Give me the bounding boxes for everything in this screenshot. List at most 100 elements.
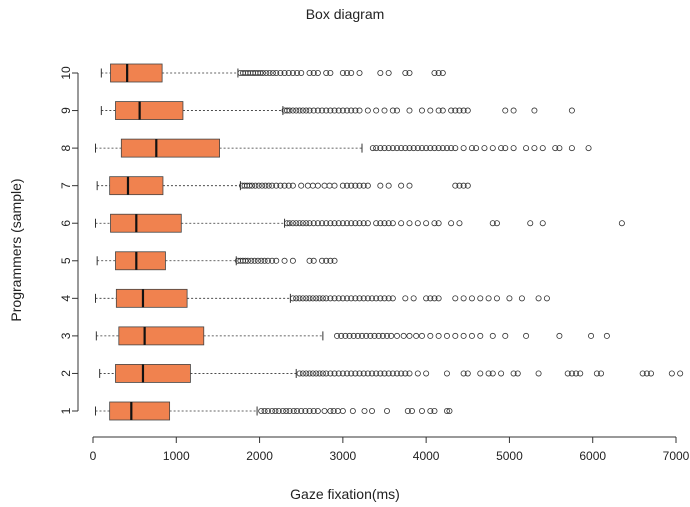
outlier-point — [418, 107, 425, 114]
outlier-point — [435, 145, 442, 152]
outlier-point — [303, 295, 310, 302]
outlier-point — [284, 220, 291, 227]
outlier-point — [464, 182, 471, 189]
outlier-point — [286, 407, 293, 414]
outlier-point — [393, 332, 400, 339]
outlier-point — [389, 145, 396, 152]
outlier-point — [284, 107, 291, 114]
outlier-point — [539, 220, 546, 227]
outlier-point — [319, 107, 326, 114]
outlier-point — [556, 332, 563, 339]
outlier-point — [327, 295, 334, 302]
outlier-point — [303, 370, 310, 377]
outlier-point — [514, 370, 521, 377]
outlier-point — [598, 370, 605, 377]
outlier-point — [289, 70, 296, 77]
outlier-point — [373, 370, 380, 377]
outlier-point — [348, 107, 355, 114]
outlier-point — [314, 107, 321, 114]
outlier-point — [349, 407, 356, 414]
outlier-point — [289, 182, 296, 189]
outlier-point — [489, 145, 496, 152]
outlier-point — [273, 70, 280, 77]
outlier-point — [377, 370, 384, 377]
outlier-point — [269, 407, 276, 414]
outlier-point — [275, 407, 282, 414]
outlier-point — [319, 370, 326, 377]
outlier-point — [298, 70, 305, 77]
outlier-point — [523, 332, 530, 339]
outlier-point — [406, 70, 413, 77]
outlier-point — [427, 332, 434, 339]
outlier-point — [385, 145, 392, 152]
outlier-point — [385, 182, 392, 189]
outlier-point — [306, 257, 313, 264]
outlier-point — [259, 70, 266, 77]
outlier-point — [342, 332, 349, 339]
outlier-point — [356, 295, 363, 302]
outlier-point — [309, 182, 316, 189]
outlier-point — [373, 145, 380, 152]
x-tick-label: 2000 — [246, 449, 273, 463]
outlier-point — [464, 370, 471, 377]
outlier-point — [568, 145, 575, 152]
y-tick-label: 10 — [59, 66, 73, 80]
outlier-point — [319, 257, 326, 264]
outlier-point — [498, 145, 505, 152]
outlier-point — [266, 70, 273, 77]
outlier-point — [383, 407, 390, 414]
outlier-point — [393, 370, 400, 377]
box-iqr — [120, 138, 220, 158]
outlier-point — [423, 295, 430, 302]
outlier-point — [408, 407, 415, 414]
outlier-point — [356, 220, 363, 227]
outlier-point — [285, 70, 292, 77]
outlier-point — [414, 370, 421, 377]
outlier-point — [346, 332, 353, 339]
outlier-point — [331, 107, 338, 114]
outlier-point — [289, 295, 296, 302]
outlier-point — [439, 145, 446, 152]
outlier-point — [321, 182, 328, 189]
outlier-point — [361, 407, 368, 414]
outlier-point — [309, 295, 316, 302]
outlier-point — [344, 107, 351, 114]
outlier-point — [306, 407, 313, 414]
outlier-point — [418, 332, 425, 339]
outlier-point — [299, 295, 306, 302]
outlier-point — [344, 220, 351, 227]
outlier-point — [568, 370, 575, 377]
outlier-point — [314, 182, 321, 189]
outlier-point — [331, 220, 338, 227]
outlier-point — [423, 145, 430, 152]
outlier-point — [477, 370, 484, 377]
outlier-point — [298, 182, 305, 189]
outlier-point — [448, 220, 455, 227]
outlier-point — [398, 220, 405, 227]
outlier-point — [377, 182, 384, 189]
outlier-point — [389, 220, 396, 227]
outlier-point — [310, 107, 317, 114]
box-iqr — [118, 326, 205, 346]
outlier-point — [383, 332, 390, 339]
outlier-point — [283, 407, 290, 414]
outlier-point — [389, 295, 396, 302]
outlier-point — [443, 370, 450, 377]
outlier-point — [489, 332, 496, 339]
outlier-point — [373, 220, 380, 227]
outlier-point — [272, 407, 279, 414]
outlier-point — [535, 370, 542, 377]
y-tick-label: 9 — [59, 107, 73, 114]
outlier-point — [339, 70, 346, 77]
outlier-point — [427, 295, 434, 302]
outlier-point — [352, 182, 359, 189]
outlier-point — [296, 370, 303, 377]
outlier-point — [452, 332, 459, 339]
outlier-point — [460, 182, 467, 189]
outlier-point — [339, 107, 346, 114]
outlier-point — [321, 407, 328, 414]
outlier-point — [400, 332, 407, 339]
outlier-point — [402, 145, 409, 152]
outlier-point — [359, 332, 366, 339]
